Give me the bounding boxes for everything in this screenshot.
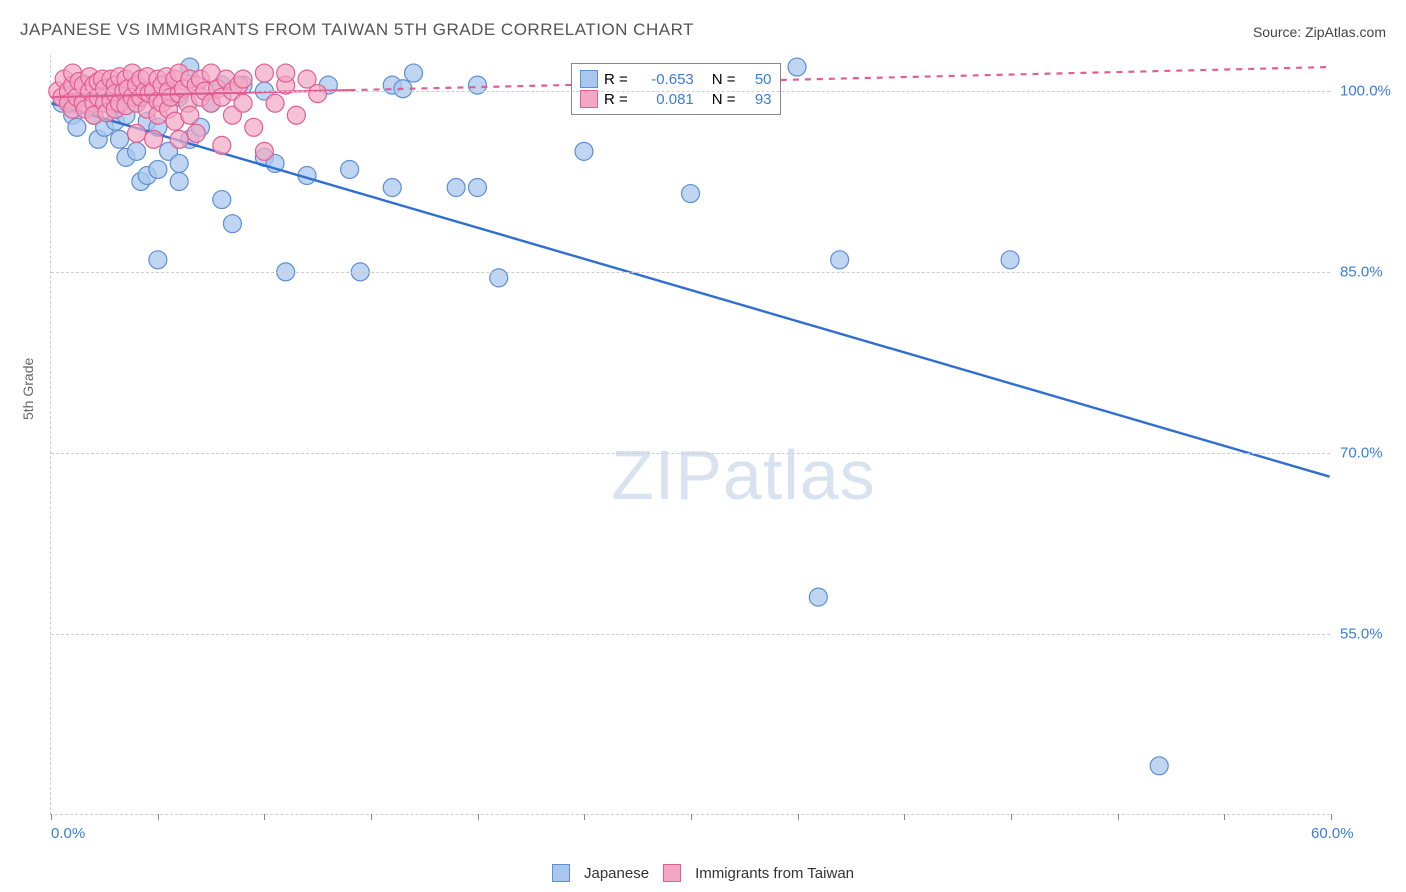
data-point xyxy=(255,142,273,160)
data-point xyxy=(309,85,327,103)
data-point xyxy=(447,179,465,197)
correlation-legend: R = -0.653 N = 50 R = 0.081 N = 93 xyxy=(571,63,781,115)
legend-label: Immigrants from Taiwan xyxy=(695,865,854,882)
x-tick xyxy=(158,814,159,820)
x-tick xyxy=(904,814,905,820)
x-tick xyxy=(1224,814,1225,820)
r-value: -0.653 xyxy=(634,71,694,88)
data-point xyxy=(468,179,486,197)
x-tick xyxy=(1011,814,1012,820)
legend-swatch xyxy=(552,864,570,882)
data-point xyxy=(170,154,188,172)
data-point xyxy=(213,191,231,209)
x-tick xyxy=(264,814,265,820)
x-tick xyxy=(1118,814,1119,820)
gridline-horizontal xyxy=(51,91,1330,92)
r-label: R = xyxy=(604,91,628,108)
x-tick xyxy=(584,814,585,820)
data-point xyxy=(277,64,295,82)
data-point xyxy=(383,179,401,197)
data-point xyxy=(682,185,700,203)
data-point xyxy=(809,588,827,606)
data-point xyxy=(223,215,241,233)
n-value: 93 xyxy=(742,91,772,108)
n-label: N = xyxy=(712,71,736,88)
data-point xyxy=(266,94,284,112)
data-point xyxy=(170,130,188,148)
data-point xyxy=(405,64,423,82)
x-tick xyxy=(1331,814,1332,820)
x-tick xyxy=(691,814,692,820)
data-point xyxy=(575,142,593,160)
data-point xyxy=(128,142,146,160)
y-tick-label: 70.0% xyxy=(1340,445,1400,462)
n-label: N = xyxy=(712,91,736,108)
legend-swatch xyxy=(580,70,598,88)
x-tick xyxy=(371,814,372,820)
source-value: ZipAtlas.com xyxy=(1305,24,1386,40)
legend-swatch xyxy=(663,864,681,882)
data-point xyxy=(187,124,205,142)
x-tick xyxy=(51,814,52,820)
watermark-zip: ZIP xyxy=(611,436,723,514)
x-tick xyxy=(478,814,479,820)
r-value: 0.081 xyxy=(634,91,694,108)
trend-line-dashed xyxy=(350,67,1330,90)
data-point xyxy=(341,160,359,178)
x-tick-label: 0.0% xyxy=(51,825,85,842)
series-legend: Japanese Immigrants from Taiwan xyxy=(0,864,1406,882)
data-point xyxy=(234,94,252,112)
trend-line-solid xyxy=(51,103,1329,476)
watermark-atlas: atlas xyxy=(723,436,876,514)
data-point xyxy=(1001,251,1019,269)
gridline-horizontal xyxy=(51,453,1330,454)
data-point xyxy=(128,124,146,142)
x-tick xyxy=(798,814,799,820)
data-point xyxy=(234,70,252,88)
y-axis-label: 5th Grade xyxy=(20,358,36,420)
data-point xyxy=(170,173,188,191)
data-point xyxy=(68,118,86,136)
data-point xyxy=(788,58,806,76)
data-point xyxy=(111,130,129,148)
data-point xyxy=(287,106,305,124)
correlation-row: R = 0.081 N = 93 xyxy=(580,90,772,108)
legend-label: Japanese xyxy=(584,865,649,882)
correlation-row: R = -0.653 N = 50 xyxy=(580,70,772,88)
chart-title: JAPANESE VS IMMIGRANTS FROM TAIWAN 5TH G… xyxy=(20,20,694,40)
data-point xyxy=(149,251,167,269)
gridline-horizontal xyxy=(51,272,1330,273)
r-label: R = xyxy=(604,71,628,88)
watermark: ZIPatlas xyxy=(611,435,876,515)
x-tick-label: 60.0% xyxy=(1311,825,1354,842)
legend-swatch xyxy=(580,90,598,108)
data-point xyxy=(213,136,231,154)
y-tick-label: 55.0% xyxy=(1340,626,1400,643)
data-point xyxy=(255,64,273,82)
gridline-horizontal xyxy=(51,634,1330,635)
data-point xyxy=(1150,757,1168,775)
data-point xyxy=(145,130,163,148)
data-point xyxy=(149,160,167,178)
source-label: Source: xyxy=(1253,24,1301,40)
y-tick-label: 100.0% xyxy=(1340,83,1400,100)
data-point xyxy=(831,251,849,269)
data-point xyxy=(245,118,263,136)
data-point xyxy=(181,106,199,124)
chart-area: ZIPatlas R =-0.653N =50R =0.081N =93 55.… xyxy=(50,55,1330,815)
source-attribution: Source: ZipAtlas.com xyxy=(1253,24,1386,40)
n-value: 50 xyxy=(742,71,772,88)
y-tick-label: 85.0% xyxy=(1340,264,1400,281)
